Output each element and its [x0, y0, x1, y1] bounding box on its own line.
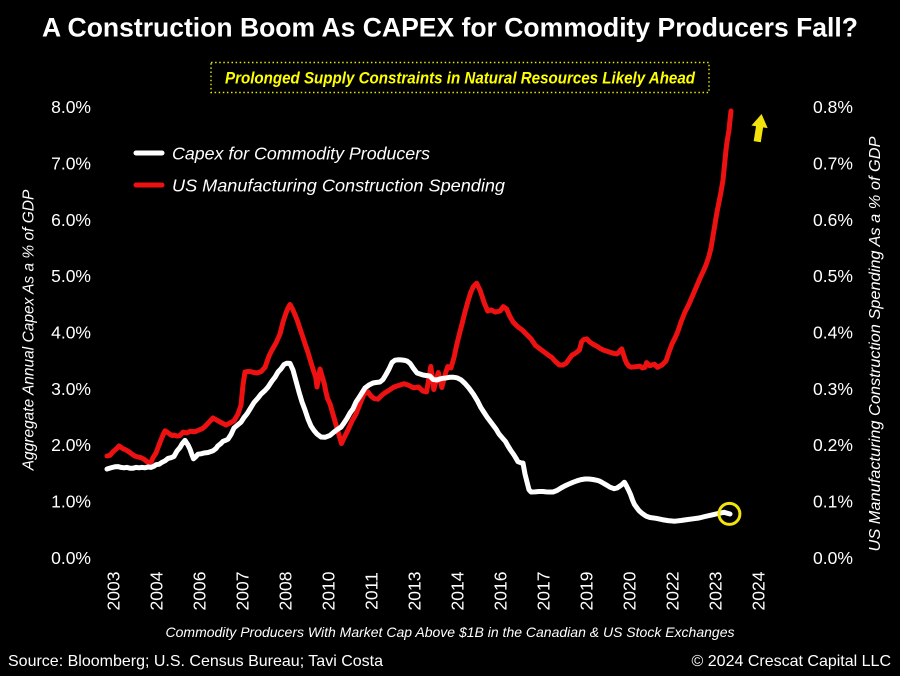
svg-text:0.2%: 0.2% — [813, 435, 853, 455]
svg-text:2006: 2006 — [190, 572, 210, 611]
svg-text:Prolonged Supply Constraints i: Prolonged Supply Constraints in Natural … — [225, 70, 696, 88]
svg-text:Commodity Producers With Marke: Commodity Producers With Market Cap Abov… — [166, 624, 735, 640]
svg-text:2008: 2008 — [276, 572, 296, 611]
svg-text:© 2024 Crescat Capital LLC: © 2024 Crescat Capital LLC — [692, 653, 891, 670]
svg-text:2013: 2013 — [405, 572, 425, 611]
svg-text:Source: Bloomberg; U.S. Census: Source: Bloomberg; U.S. Census Bureau; T… — [8, 653, 383, 670]
svg-text:2.0%: 2.0% — [51, 435, 91, 455]
svg-text:2016: 2016 — [491, 572, 511, 611]
svg-text:2003: 2003 — [104, 572, 124, 611]
svg-text:2007: 2007 — [233, 572, 253, 611]
svg-text:2023: 2023 — [705, 572, 725, 611]
svg-text:US Manufacturing Construction: US Manufacturing Construction Spending A… — [867, 136, 884, 552]
svg-text:2011: 2011 — [362, 572, 382, 610]
svg-text:2019: 2019 — [577, 572, 597, 611]
svg-text:8.0%: 8.0% — [51, 97, 91, 117]
svg-text:0.4%: 0.4% — [813, 323, 853, 343]
svg-text:0.5%: 0.5% — [813, 266, 853, 286]
svg-text:4.0%: 4.0% — [51, 323, 91, 343]
svg-text:2020: 2020 — [620, 571, 640, 610]
svg-text:Aggregate Annual Capex As a %: Aggregate Annual Capex As a % of GDP — [21, 189, 38, 471]
svg-text:0.1%: 0.1% — [813, 492, 853, 512]
svg-text:0.0%: 0.0% — [813, 548, 853, 568]
svg-text:2014: 2014 — [448, 571, 468, 610]
svg-text:2017: 2017 — [534, 572, 554, 611]
svg-text:2004: 2004 — [147, 571, 167, 610]
svg-text:3.0%: 3.0% — [51, 379, 91, 399]
svg-text:0.6%: 0.6% — [813, 210, 853, 230]
svg-text:0.3%: 0.3% — [813, 379, 853, 399]
svg-text:5.0%: 5.0% — [51, 266, 91, 286]
svg-text:US Manufacturing Construction: US Manufacturing Construction Spending — [172, 176, 505, 196]
svg-text:2022: 2022 — [662, 572, 682, 611]
svg-text:7.0%: 7.0% — [51, 153, 91, 173]
svg-text:Capex for Commodity Producers: Capex for Commodity Producers — [172, 144, 430, 164]
svg-text:6.0%: 6.0% — [51, 210, 91, 230]
svg-text:A Construction Boom As CAPEX f: A Construction Boom As CAPEX for Commodi… — [42, 13, 858, 43]
svg-text:0.0%: 0.0% — [51, 548, 91, 568]
svg-text:2010: 2010 — [319, 571, 339, 610]
svg-text:0.7%: 0.7% — [813, 153, 853, 173]
svg-text:2024: 2024 — [748, 571, 768, 610]
svg-text:1.0%: 1.0% — [51, 492, 91, 512]
svg-text:0.8%: 0.8% — [813, 97, 853, 117]
